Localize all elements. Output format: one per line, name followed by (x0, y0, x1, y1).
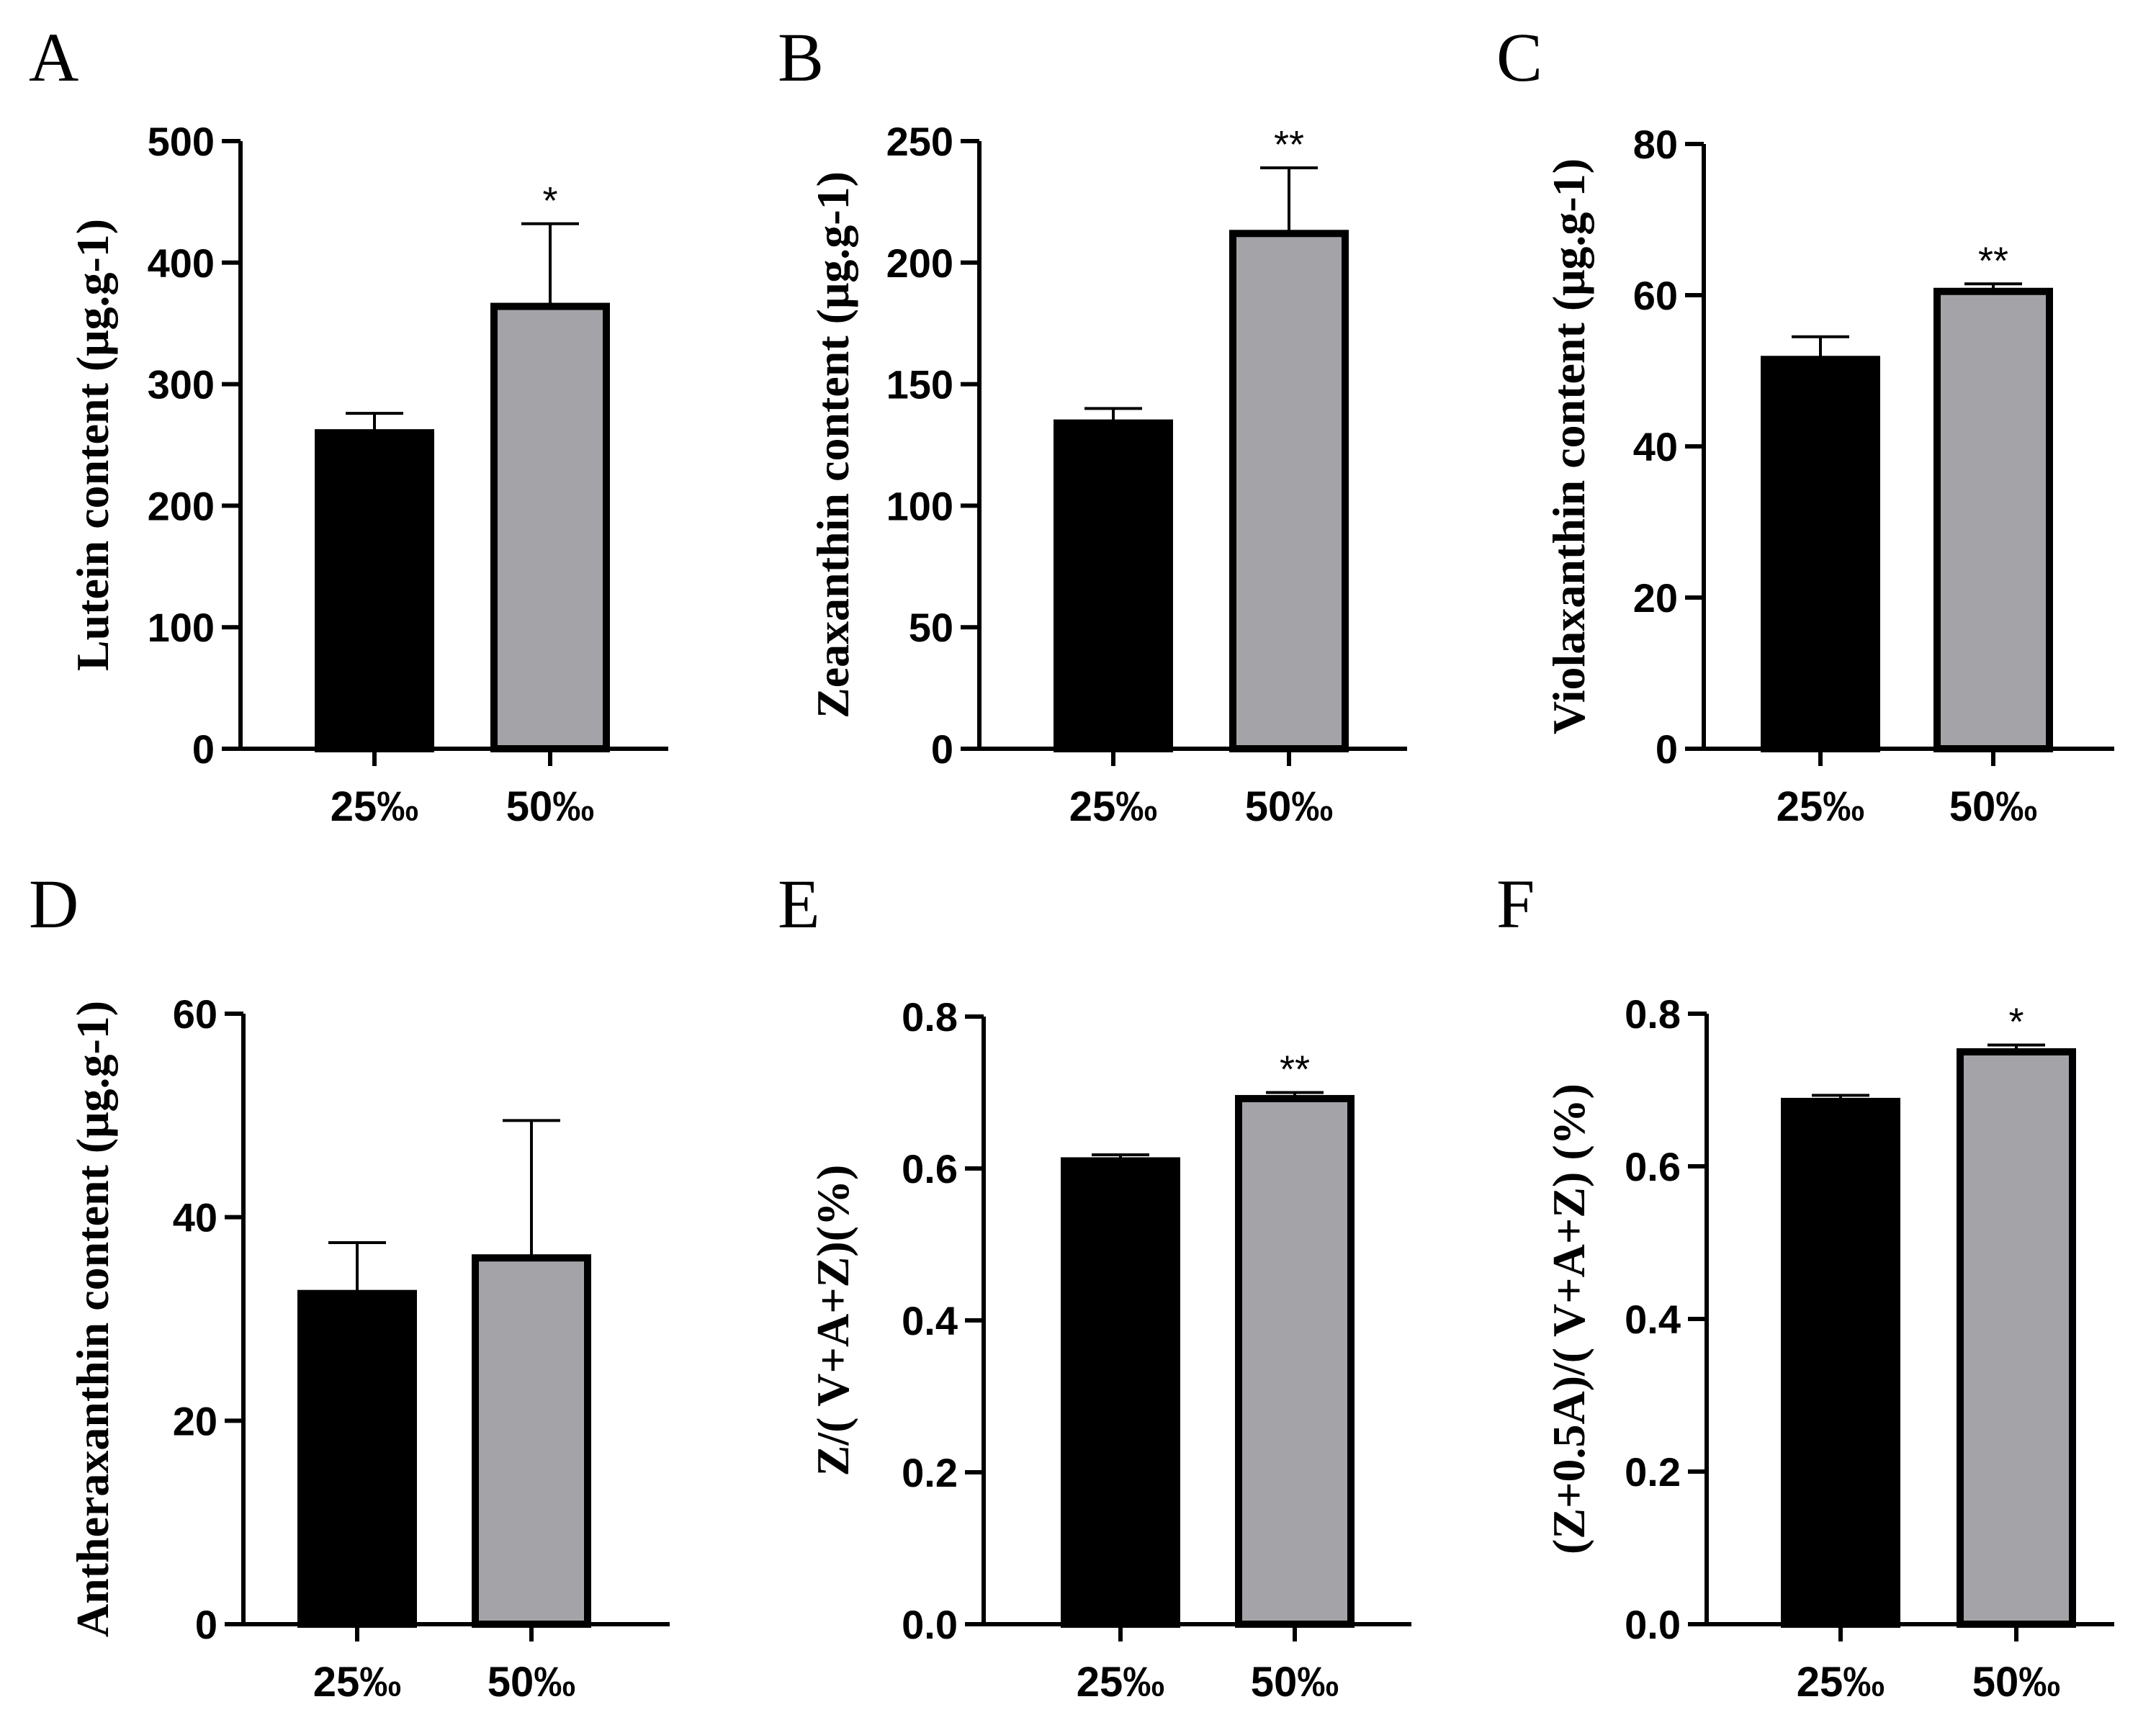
panel-d-y-tick-label: 20 (173, 1398, 217, 1443)
panel-f-significance: * (2008, 1000, 2024, 1043)
panel-c-letter: C (1496, 19, 1542, 96)
panel-e-y-tick-label: 0.2 (902, 1450, 958, 1495)
panel-e-y-axis-label: Z/( V+A+Z)(%) (807, 1165, 858, 1477)
panel-e-y-tick-label: 0.4 (902, 1298, 958, 1343)
panel-d-x-tick-label: 50‰ (488, 1659, 576, 1706)
panel-b-y-tick-label: 250 (886, 119, 953, 164)
panel-c-bar-1 (1761, 356, 1880, 752)
panel-a-x-tick-label: 50‰ (506, 783, 595, 830)
panel-e-bar-1 (1061, 1157, 1180, 1628)
panel-a-significance: * (542, 179, 557, 222)
panel-e-bar-2 (1235, 1094, 1355, 1628)
panel-d-bar-1 (297, 1289, 417, 1628)
panel-b-significance: ** (1274, 123, 1304, 166)
panel-e-y-tick-label: 0.0 (902, 1602, 958, 1647)
panel-a-bar-2 (490, 302, 610, 752)
panel-b-y-tick-label: 150 (886, 362, 953, 407)
panel-f-bar-1 (1781, 1097, 1900, 1628)
panel-b-y-tick-label: 50 (909, 605, 953, 650)
panel-e-y-tick-label: 0.8 (902, 994, 958, 1040)
panel-c-x-tick-label: 25‰ (1777, 783, 1865, 830)
panel-a-y-tick-label: 300 (148, 362, 215, 407)
panel-f-y-axis-label: (Z+0.5A)/( V+A+Z) (%) (1543, 1084, 1594, 1554)
panel-b-y-axis-label: Zeaxanthin content (μg.g-1) (807, 171, 858, 719)
panel-b-x-tick-label: 25‰ (1069, 783, 1158, 830)
panel-f-x-tick-label: 25‰ (1797, 1659, 1885, 1706)
panel-b-letter: B (778, 19, 824, 96)
panel-c-y-tick-label: 80 (1633, 122, 1678, 167)
panel-a-y-tick-label: 200 (148, 483, 215, 528)
panel-d-y-tick-label: 40 (173, 1195, 217, 1240)
panel-c-significance: ** (1978, 239, 2008, 282)
panel-b-y-tick-label: 100 (886, 483, 953, 528)
panel-c-y-tick-label: 0 (1656, 726, 1678, 772)
panel-b-y-tick-label: 0 (931, 726, 953, 772)
panel-b-bar-2 (1229, 230, 1349, 752)
panel-a-bar-1 (315, 429, 434, 752)
panel-f-y-tick-label: 0.4 (1625, 1297, 1681, 1342)
panel-d-bar-2 (472, 1254, 591, 1628)
panel-f-bar-2 (1957, 1048, 2076, 1628)
panel-f-x-tick-label: 50‰ (1972, 1659, 2061, 1706)
panel-a-x-tick-label: 25‰ (331, 783, 419, 830)
panel-c-x-tick-label: 50‰ (1949, 783, 2038, 830)
panel-d-x-tick-label: 25‰ (313, 1659, 402, 1706)
panel-d-letter: D (29, 865, 78, 942)
panel-c-y-tick-label: 40 (1633, 424, 1678, 469)
panel-e-y-tick-label: 0.6 (902, 1146, 958, 1192)
panel-a-letter: A (29, 19, 78, 96)
panel-b-x-tick-label: 50‰ (1245, 783, 1334, 830)
panel-e-significance: ** (1280, 1048, 1310, 1091)
panel-c-bar-2 (1933, 287, 2053, 752)
panel-a-y-tick-label: 500 (148, 119, 215, 164)
panel-f-letter: F (1496, 865, 1535, 942)
panel-f-y-tick-label: 0.8 (1625, 991, 1681, 1037)
panel-d-y-tick-label: 60 (173, 991, 217, 1037)
panel-a-y-tick-label: 400 (148, 240, 215, 286)
panel-f-y-tick-label: 0.0 (1625, 1602, 1681, 1647)
panel-b-bar-1 (1054, 419, 1173, 753)
panel-b-y-tick-label: 200 (886, 240, 953, 286)
panel-e-x-tick-label: 25‰ (1077, 1659, 1165, 1706)
panel-f-y-tick-label: 0.2 (1625, 1449, 1681, 1495)
panel-f-y-tick-label: 0.6 (1625, 1144, 1681, 1189)
panel-a-y-tick-label: 100 (148, 605, 215, 650)
panel-c-y-axis-label: Violaxanthin content (μg.g-1) (1543, 158, 1594, 734)
panel-d-y-axis-label: Antheraxanthin content (μg.g-1) (67, 1001, 118, 1637)
panel-c-y-tick-label: 60 (1633, 273, 1678, 318)
panel-d-y-tick-label: 0 (195, 1602, 217, 1647)
panel-e-letter: E (778, 865, 820, 942)
panel-a-y-axis-label: Lutein content (μg.g-1) (67, 219, 118, 671)
panel-a-y-tick-label: 0 (192, 726, 215, 772)
panel-e-x-tick-label: 50‰ (1251, 1659, 1339, 1706)
panel-c-y-tick-label: 20 (1633, 575, 1678, 621)
